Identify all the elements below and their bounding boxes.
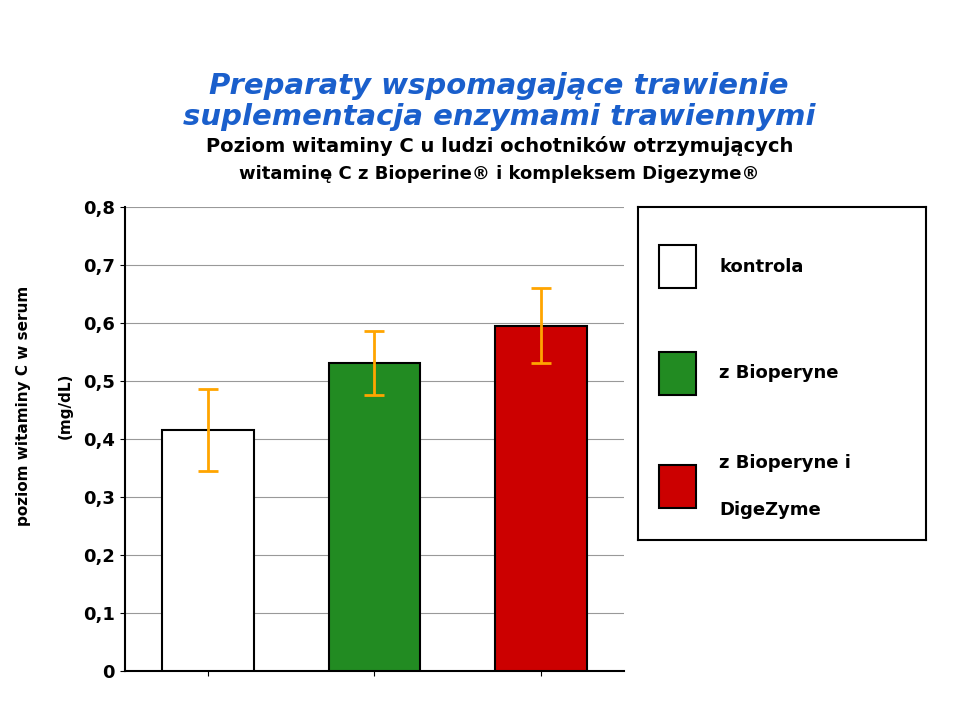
Bar: [328, 363, 420, 671]
Bar: [162, 430, 253, 671]
Text: (mg/dL): (mg/dL): [58, 373, 73, 439]
Text: suplementacja enzymami trawiennymi: suplementacja enzymami trawiennymi: [183, 103, 815, 131]
Text: z Bioperyne: z Bioperyne: [719, 365, 838, 382]
Text: witaminę C z Bioperine® i kompleksem Digezyme®: witaminę C z Bioperine® i kompleksem Dig…: [239, 165, 759, 183]
Text: DigeZyme: DigeZyme: [719, 501, 821, 519]
Text: poziom witaminy C w serum: poziom witaminy C w serum: [16, 286, 32, 526]
Text: Preparaty wspomagające trawienie: Preparaty wspomagające trawienie: [209, 72, 789, 101]
Bar: [659, 245, 696, 289]
Text: Poziom witaminy C u ludzi ochotników otrzymujących: Poziom witaminy C u ludzi ochotników otr…: [205, 136, 793, 157]
Text: 5Kongres Świata Przemysłu Farmaceutyczn...: 5Kongres Świata Przemysłu Farmaceutyczn.…: [24, 17, 485, 38]
Text: BRENNTAG: BRENNTAG: [691, 13, 835, 37]
Bar: [495, 326, 587, 671]
Bar: [659, 465, 696, 508]
Bar: [659, 352, 696, 395]
Text: z Bioperyne i: z Bioperyne i: [719, 455, 851, 473]
Text: kontrola: kontrola: [719, 257, 804, 276]
Text: Preparaty wspomagające dietę.....     Dariusz Lipiak: Preparaty wspomagające dietę..... Darius…: [579, 698, 936, 712]
Text: Sopot 8 - 10 października 2013: Sopot 8 - 10 października 2013: [24, 697, 241, 712]
